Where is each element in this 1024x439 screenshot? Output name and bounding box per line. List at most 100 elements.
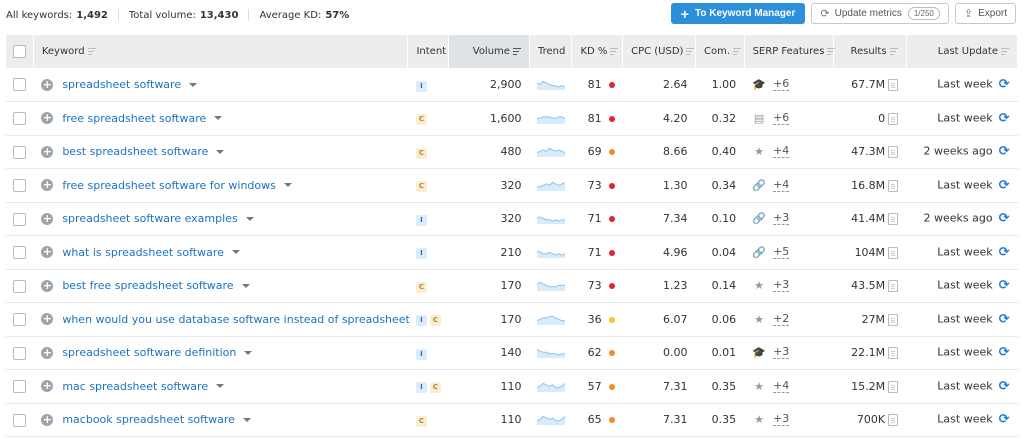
chevron-down-icon[interactable]	[216, 384, 225, 389]
select-all-checkbox[interactable]	[13, 45, 26, 58]
header-kd[interactable]: KD %	[571, 35, 624, 68]
row-checkbox[interactable]	[13, 346, 26, 360]
chevron-down-icon[interactable]	[244, 350, 253, 355]
row-checkbox[interactable]	[13, 212, 26, 226]
chevron-down-icon[interactable]	[242, 417, 251, 422]
chevron-down-icon[interactable]	[189, 82, 198, 87]
row-select-cell	[6, 202, 34, 236]
kd-value: 57	[587, 379, 602, 393]
refresh-icon[interactable]: ⟳	[998, 211, 1010, 227]
keyword-link[interactable]: best spreadsheet software	[62, 145, 209, 159]
refresh-icon[interactable]: ⟳	[998, 412, 1010, 428]
refresh-icon[interactable]: ⟳	[998, 345, 1010, 361]
row-checkbox[interactable]	[13, 313, 26, 326]
serp-snapshot-icon[interactable]	[888, 380, 899, 393]
refresh-icon[interactable]: ⟳	[998, 244, 1010, 260]
keyword-link[interactable]: best free spreadsheet software	[62, 279, 234, 293]
refresh-icon[interactable]: ⟳	[998, 77, 1010, 92]
serp-more-link[interactable]: +5	[773, 244, 790, 259]
row-checkbox[interactable]	[13, 78, 26, 92]
serp-more-link[interactable]: +3	[773, 412, 790, 427]
row-checkbox[interactable]	[13, 380, 26, 393]
add-circle-icon[interactable]: +	[41, 144, 54, 158]
keyword-link[interactable]: spreadsheet software definition	[62, 346, 237, 360]
link-icon: 🔗	[752, 178, 766, 192]
header-volume[interactable]: Volume	[448, 35, 530, 68]
row-checkbox[interactable]	[13, 179, 26, 192]
export-button[interactable]: ⇪ Export	[954, 3, 1016, 24]
serp-more-link[interactable]: +3	[773, 211, 790, 226]
keyword-link[interactable]: spreadsheet software	[62, 78, 182, 91]
serp-more-link[interactable]: +4	[773, 378, 790, 393]
intent-badges: I	[415, 346, 430, 360]
keyword-link[interactable]: spreadsheet software examples	[62, 212, 238, 226]
header-cpc[interactable]: CPC (USD)	[622, 35, 696, 68]
add-circle-icon[interactable]: +	[41, 111, 54, 125]
serp-more-link[interactable]: +6	[773, 77, 790, 91]
keyword-link[interactable]: free spreadsheet software for windows	[62, 178, 276, 192]
row-checkbox[interactable]	[13, 145, 26, 159]
add-circle-icon[interactable]: +	[41, 345, 54, 359]
add-circle-icon[interactable]: +	[41, 278, 54, 292]
serp-more-link[interactable]: +2	[773, 311, 790, 326]
add-circle-icon[interactable]: +	[41, 211, 54, 225]
header-com[interactable]: Com.	[695, 35, 745, 68]
serp-snapshot-icon[interactable]	[888, 146, 899, 159]
serp-snapshot-icon[interactable]	[888, 347, 899, 360]
kd-value: 73	[587, 178, 602, 192]
header-trend-label: Trend	[537, 46, 566, 57]
keyword-link[interactable]: macbook spreadsheet software	[62, 413, 235, 427]
add-circle-icon[interactable]: +	[41, 312, 54, 326]
to-keyword-manager-button[interactable]: + To Keyword Manager	[670, 3, 806, 24]
row-checkbox[interactable]	[13, 279, 26, 293]
serp-snapshot-icon[interactable]	[888, 213, 899, 226]
add-circle-icon[interactable]: +	[41, 379, 54, 393]
chevron-down-icon[interactable]	[241, 283, 250, 288]
results-value: 104M	[854, 245, 886, 259]
serp-more-link[interactable]: +4	[773, 144, 790, 159]
row-checkbox[interactable]	[13, 413, 26, 427]
header-last-update[interactable]: Last Update	[906, 35, 1019, 68]
total-volume-label: Total volume:	[128, 9, 196, 21]
header-keyword[interactable]: Keyword	[33, 35, 409, 68]
refresh-icon[interactable]: ⟳	[998, 378, 1010, 394]
serp-snapshot-icon[interactable]	[888, 313, 899, 326]
refresh-icon[interactable]: ⟳	[998, 177, 1010, 193]
serp-snapshot-icon[interactable]	[888, 280, 899, 293]
kd-indicator-dot	[608, 216, 615, 223]
serp-snapshot-icon[interactable]	[888, 79, 899, 91]
serp-snapshot-icon[interactable]	[888, 179, 899, 192]
serp-more-link[interactable]: +4	[773, 177, 790, 192]
refresh-icon[interactable]: ⟳	[998, 311, 1010, 327]
add-circle-icon[interactable]: +	[41, 178, 54, 192]
keyword-link[interactable]: when would you use database software ins…	[62, 312, 410, 326]
row-checkbox[interactable]	[13, 112, 26, 125]
chevron-down-icon[interactable]	[283, 183, 292, 188]
header-serp[interactable]: SERP Features	[744, 35, 836, 68]
keyword-link[interactable]: what is spreadsheet software	[62, 245, 224, 259]
add-circle-icon[interactable]: +	[41, 77, 54, 91]
refresh-icon[interactable]: ⟳	[998, 278, 1010, 294]
chevron-down-icon[interactable]	[245, 216, 254, 221]
refresh-icon[interactable]: ⟳	[998, 144, 1010, 160]
header-results[interactable]: Results	[833, 35, 907, 68]
row-checkbox[interactable]	[13, 246, 26, 259]
serp-snapshot-icon[interactable]	[888, 414, 899, 427]
chevron-down-icon[interactable]	[214, 116, 223, 121]
serp-snapshot-icon[interactable]	[888, 246, 899, 259]
serp-snapshot-icon[interactable]	[888, 112, 899, 125]
serp-more-link[interactable]: +3	[773, 278, 790, 293]
volume-cell: 480	[448, 135, 530, 169]
chevron-down-icon[interactable]	[231, 250, 240, 255]
keyword-link[interactable]: mac spreadsheet software	[62, 379, 209, 393]
add-circle-icon[interactable]: +	[41, 412, 54, 426]
chevron-down-icon[interactable]	[216, 149, 225, 154]
keyword-link[interactable]: free spreadsheet software	[62, 111, 207, 125]
refresh-icon[interactable]: ⟳	[998, 110, 1010, 126]
serp-more-link[interactable]: +6	[773, 110, 790, 125]
results-value: 41.4M	[851, 212, 886, 226]
add-circle-icon[interactable]: +	[41, 245, 54, 259]
serp-more-link[interactable]: +3	[773, 345, 790, 360]
update-metrics-button[interactable]: ⟳ Update metrics 1/250	[811, 3, 949, 24]
